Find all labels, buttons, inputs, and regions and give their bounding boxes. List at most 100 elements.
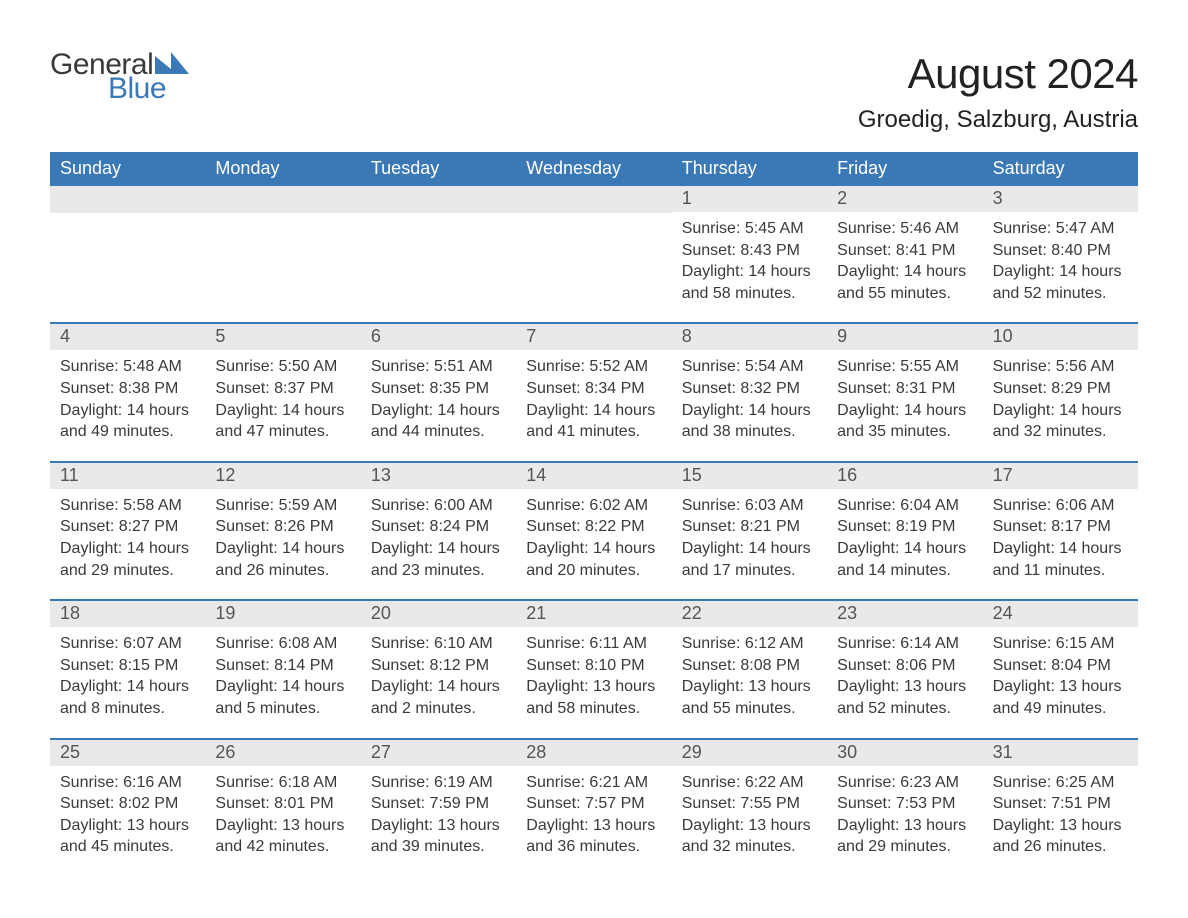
day-number: 20: [361, 601, 516, 627]
sunset-line: Sunset: 8:14 PM: [215, 655, 350, 677]
day-body: Sunrise: 6:19 AMSunset: 7:59 PMDaylight:…: [361, 766, 516, 862]
sunset-line: Sunset: 8:12 PM: [371, 655, 506, 677]
sunrise-line: Sunrise: 5:54 AM: [682, 356, 817, 378]
day-body: Sunrise: 5:45 AMSunset: 8:43 PMDaylight:…: [672, 212, 827, 308]
sunrise-line: Sunrise: 6:08 AM: [215, 633, 350, 655]
day-body: Sunrise: 6:14 AMSunset: 8:06 PMDaylight:…: [827, 627, 982, 723]
day-cell: [516, 186, 671, 308]
sunrise-line: Sunrise: 6:11 AM: [526, 633, 661, 655]
day-body: Sunrise: 5:59 AMSunset: 8:26 PMDaylight:…: [205, 489, 360, 585]
weeks-container: 1Sunrise: 5:45 AMSunset: 8:43 PMDaylight…: [50, 186, 1138, 876]
calendar-page: General Blue August 2024 Groedig, Salzbu…: [0, 0, 1188, 906]
day-number: 10: [983, 324, 1138, 350]
day-number: 26: [205, 740, 360, 766]
sunset-line: Sunset: 8:29 PM: [993, 378, 1128, 400]
day-cell: 29Sunrise: 6:22 AMSunset: 7:55 PMDayligh…: [672, 740, 827, 862]
daylight-line: Daylight: 13 hours and 42 minutes.: [215, 815, 350, 858]
day-cell: [50, 186, 205, 308]
sunrise-line: Sunrise: 5:58 AM: [60, 495, 195, 517]
day-body: Sunrise: 5:58 AMSunset: 8:27 PMDaylight:…: [50, 489, 205, 585]
day-number-empty: [50, 186, 205, 213]
day-number: 27: [361, 740, 516, 766]
daylight-line: Daylight: 14 hours and 20 minutes.: [526, 538, 661, 581]
day-body: Sunrise: 6:00 AMSunset: 8:24 PMDaylight:…: [361, 489, 516, 585]
sunset-line: Sunset: 8:26 PM: [215, 516, 350, 538]
sunrise-line: Sunrise: 6:16 AM: [60, 772, 195, 794]
day-cell: 21Sunrise: 6:11 AMSunset: 8:10 PMDayligh…: [516, 601, 671, 723]
sunset-line: Sunset: 7:53 PM: [837, 793, 972, 815]
day-number: 19: [205, 601, 360, 627]
sunset-line: Sunset: 7:59 PM: [371, 793, 506, 815]
day-number: 11: [50, 463, 205, 489]
day-number: 9: [827, 324, 982, 350]
day-body: Sunrise: 5:56 AMSunset: 8:29 PMDaylight:…: [983, 350, 1138, 446]
day-number: 8: [672, 324, 827, 350]
day-cell: 31Sunrise: 6:25 AMSunset: 7:51 PMDayligh…: [983, 740, 1138, 862]
daylight-line: Daylight: 14 hours and 49 minutes.: [60, 400, 195, 443]
day-number: 30: [827, 740, 982, 766]
sunset-line: Sunset: 8:37 PM: [215, 378, 350, 400]
daylight-line: Daylight: 13 hours and 55 minutes.: [682, 676, 817, 719]
day-number: 2: [827, 186, 982, 212]
day-number: 23: [827, 601, 982, 627]
day-cell: [361, 186, 516, 308]
daylight-line: Daylight: 13 hours and 29 minutes.: [837, 815, 972, 858]
weekday-cell: Wednesday: [516, 152, 671, 186]
day-cell: 3Sunrise: 5:47 AMSunset: 8:40 PMDaylight…: [983, 186, 1138, 308]
day-cell: 4Sunrise: 5:48 AMSunset: 8:38 PMDaylight…: [50, 324, 205, 446]
sunset-line: Sunset: 7:51 PM: [993, 793, 1128, 815]
sunset-line: Sunset: 8:27 PM: [60, 516, 195, 538]
day-body: Sunrise: 6:18 AMSunset: 8:01 PMDaylight:…: [205, 766, 360, 862]
daylight-line: Daylight: 14 hours and 47 minutes.: [215, 400, 350, 443]
day-cell: 25Sunrise: 6:16 AMSunset: 8:02 PMDayligh…: [50, 740, 205, 862]
day-number: 1: [672, 186, 827, 212]
sunset-line: Sunset: 8:08 PM: [682, 655, 817, 677]
month-title: August 2024: [858, 50, 1138, 98]
day-number: 5: [205, 324, 360, 350]
day-body: Sunrise: 5:48 AMSunset: 8:38 PMDaylight:…: [50, 350, 205, 446]
day-cell: 24Sunrise: 6:15 AMSunset: 8:04 PMDayligh…: [983, 601, 1138, 723]
sunrise-line: Sunrise: 6:07 AM: [60, 633, 195, 655]
day-cell: 9Sunrise: 5:55 AMSunset: 8:31 PMDaylight…: [827, 324, 982, 446]
daylight-line: Daylight: 14 hours and 32 minutes.: [993, 400, 1128, 443]
daylight-line: Daylight: 14 hours and 38 minutes.: [682, 400, 817, 443]
day-body: Sunrise: 6:08 AMSunset: 8:14 PMDaylight:…: [205, 627, 360, 723]
day-body: Sunrise: 6:06 AMSunset: 8:17 PMDaylight:…: [983, 489, 1138, 585]
page-header: General Blue August 2024 Groedig, Salzbu…: [50, 50, 1138, 134]
day-body: Sunrise: 6:07 AMSunset: 8:15 PMDaylight:…: [50, 627, 205, 723]
day-number-empty: [205, 186, 360, 213]
sunset-line: Sunset: 8:35 PM: [371, 378, 506, 400]
day-number: 6: [361, 324, 516, 350]
day-number: 13: [361, 463, 516, 489]
day-number: 15: [672, 463, 827, 489]
week-row: 18Sunrise: 6:07 AMSunset: 8:15 PMDayligh…: [50, 599, 1138, 737]
sunrise-line: Sunrise: 6:25 AM: [993, 772, 1128, 794]
sunrise-line: Sunrise: 6:00 AM: [371, 495, 506, 517]
sunrise-line: Sunrise: 5:47 AM: [993, 218, 1128, 240]
daylight-line: Daylight: 13 hours and 52 minutes.: [837, 676, 972, 719]
weekday-cell: Saturday: [983, 152, 1138, 186]
day-cell: 26Sunrise: 6:18 AMSunset: 8:01 PMDayligh…: [205, 740, 360, 862]
day-body: Sunrise: 5:46 AMSunset: 8:41 PMDaylight:…: [827, 212, 982, 308]
week-row: 11Sunrise: 5:58 AMSunset: 8:27 PMDayligh…: [50, 461, 1138, 599]
sunset-line: Sunset: 8:21 PM: [682, 516, 817, 538]
day-number: 24: [983, 601, 1138, 627]
day-number: 18: [50, 601, 205, 627]
day-number-empty: [361, 186, 516, 213]
day-number: 25: [50, 740, 205, 766]
sunrise-line: Sunrise: 6:02 AM: [526, 495, 661, 517]
day-cell: 19Sunrise: 6:08 AMSunset: 8:14 PMDayligh…: [205, 601, 360, 723]
day-body: Sunrise: 6:12 AMSunset: 8:08 PMDaylight:…: [672, 627, 827, 723]
sunset-line: Sunset: 8:38 PM: [60, 378, 195, 400]
sunrise-line: Sunrise: 6:21 AM: [526, 772, 661, 794]
daylight-line: Daylight: 14 hours and 55 minutes.: [837, 261, 972, 304]
sunset-line: Sunset: 8:15 PM: [60, 655, 195, 677]
day-cell: 14Sunrise: 6:02 AMSunset: 8:22 PMDayligh…: [516, 463, 671, 585]
day-number: 17: [983, 463, 1138, 489]
day-body: Sunrise: 6:21 AMSunset: 7:57 PMDaylight:…: [516, 766, 671, 862]
sunset-line: Sunset: 8:19 PM: [837, 516, 972, 538]
day-cell: 20Sunrise: 6:10 AMSunset: 8:12 PMDayligh…: [361, 601, 516, 723]
sunrise-line: Sunrise: 5:56 AM: [993, 356, 1128, 378]
day-body: Sunrise: 5:47 AMSunset: 8:40 PMDaylight:…: [983, 212, 1138, 308]
daylight-line: Daylight: 13 hours and 32 minutes.: [682, 815, 817, 858]
